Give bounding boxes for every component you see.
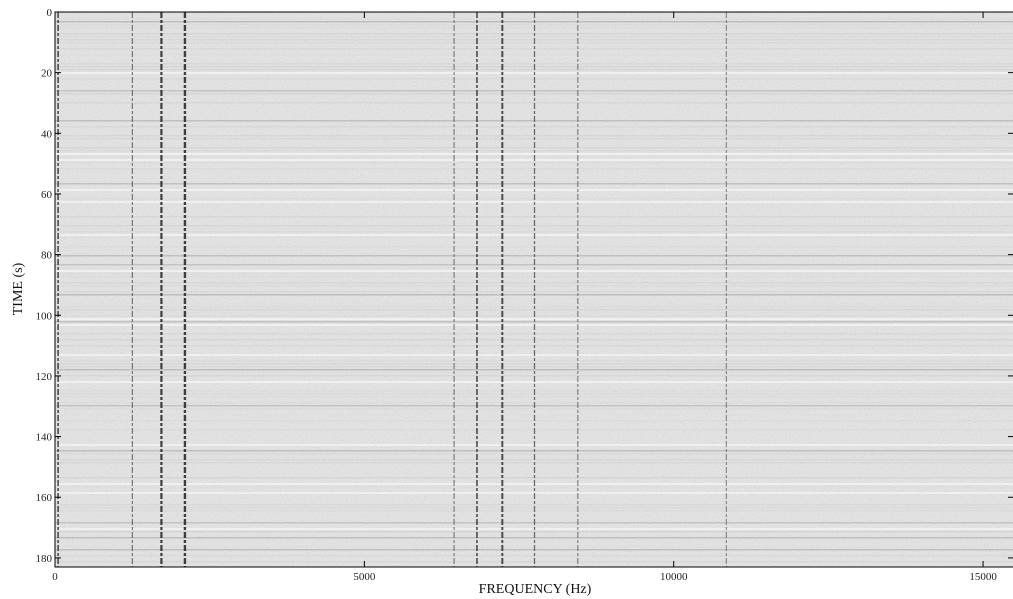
time-band — [55, 231, 1013, 233]
time-band — [55, 270, 1013, 272]
time-band — [55, 531, 1013, 533]
frequency-lines — [57, 12, 727, 567]
x-tick-label: 10000 — [660, 571, 688, 583]
time-band — [55, 162, 1013, 164]
y-tick-label: 60 — [41, 189, 53, 201]
y-tick-label: 120 — [36, 371, 53, 383]
y-tick-label: 80 — [41, 250, 53, 262]
y-tick-label: 100 — [36, 310, 53, 322]
plot-area — [54, 11, 1013, 568]
time-band — [55, 291, 1013, 293]
y-tick-label: 40 — [41, 128, 53, 140]
x-axis-label: FREQUENCY (Hz) — [479, 582, 592, 597]
y-axis-label: TIME (s) — [11, 262, 26, 315]
y-tick-label: 0 — [47, 7, 53, 19]
time-band — [55, 63, 1013, 65]
time-band — [55, 486, 1013, 488]
y-tick-label: 180 — [36, 553, 53, 565]
time-band — [55, 375, 1013, 377]
time-band — [55, 396, 1013, 398]
plot-frame — [54, 11, 1013, 568]
time-band — [55, 408, 1013, 410]
time-band — [55, 504, 1013, 506]
time-band — [55, 414, 1013, 416]
y-tick-label: 160 — [36, 492, 53, 504]
time-band — [55, 102, 1013, 104]
x-tick-label: 0 — [52, 571, 58, 583]
y-axis: 0 20 40 60 80 100 120 140 160 180 — [36, 7, 1013, 565]
time-band — [55, 36, 1013, 38]
x-tick-label: 15000 — [969, 571, 997, 583]
time-band — [55, 453, 1013, 455]
time-band — [55, 369, 1013, 371]
time-band — [55, 135, 1013, 137]
time-band — [55, 24, 1013, 26]
time-band — [55, 18, 1013, 20]
time-band — [55, 309, 1013, 311]
y-tick-label: 140 — [36, 432, 53, 444]
x-tick-label: 5000 — [353, 571, 376, 583]
time-band — [55, 153, 1013, 155]
x-axis: 0 5000 10000 15000 — [52, 12, 997, 583]
y-tick-label: 20 — [41, 68, 53, 80]
